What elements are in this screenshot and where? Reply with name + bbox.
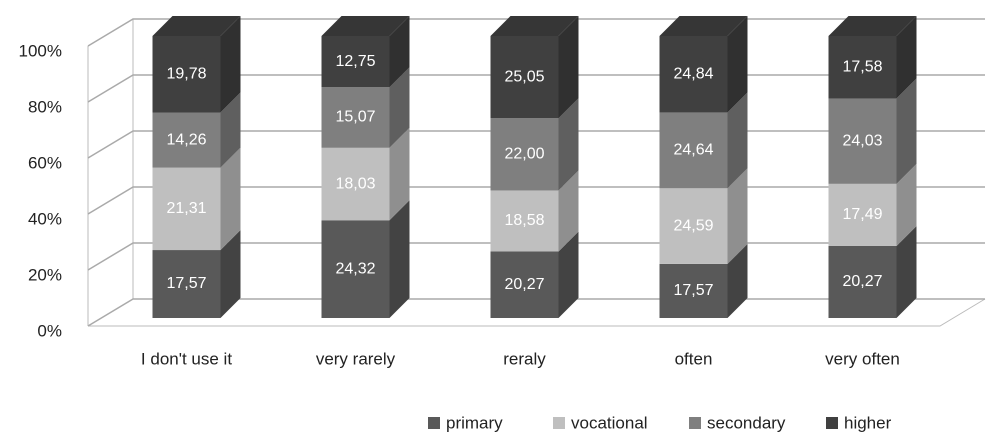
- bar-side: [896, 16, 917, 99]
- bar-segment: [321, 220, 390, 318]
- value-label: 24,64: [673, 142, 713, 159]
- bar-segment: [828, 245, 897, 318]
- bar-segment: [152, 112, 221, 168]
- value-label: 20,27: [842, 273, 882, 290]
- bar-segment: [828, 183, 897, 246]
- value-label: 21,31: [166, 200, 206, 217]
- bar-top: [321, 16, 410, 36]
- floor: [88, 298, 986, 327]
- value-label: 24,03: [842, 132, 882, 149]
- bar-top: [659, 16, 748, 36]
- bar-segment: [490, 118, 559, 191]
- bar-segment: [659, 112, 728, 189]
- bar-segment: [659, 36, 728, 113]
- legend-swatch: [428, 417, 440, 429]
- bar-segment: [152, 250, 221, 318]
- value-label: 17,57: [166, 275, 206, 292]
- x-tick-label: very often: [825, 349, 900, 368]
- bar-segment: [152, 36, 221, 113]
- bar-side: [220, 92, 241, 168]
- bar-segment: [828, 36, 897, 99]
- bar-side: [389, 200, 410, 318]
- bar-side: [389, 67, 410, 148]
- bar-segment: [321, 87, 390, 148]
- legend-label: primary: [446, 413, 503, 432]
- value-label: 22,00: [504, 146, 544, 163]
- legend-label: secondary: [707, 413, 786, 432]
- bar-side: [389, 127, 410, 221]
- x-tick-label: often: [675, 349, 713, 368]
- value-label: 14,26: [166, 131, 206, 148]
- value-label: 12,75: [335, 53, 375, 70]
- bar-segment: [490, 251, 559, 318]
- legend-label: higher: [844, 413, 892, 432]
- bar-side: [558, 231, 579, 318]
- value-label: 18,03: [335, 175, 375, 192]
- y-tick-label: 0%: [37, 321, 62, 340]
- bar-segment: [152, 167, 221, 251]
- bar-side: [389, 16, 410, 88]
- bar-side: [558, 98, 579, 191]
- x-tick-label: very rarely: [316, 349, 396, 368]
- value-label: 17,49: [842, 206, 882, 223]
- value-label: 20,27: [504, 276, 544, 293]
- bar-top: [828, 16, 917, 36]
- value-label: 17,57: [673, 282, 713, 299]
- bar-side: [896, 78, 917, 184]
- value-label: 24,84: [673, 65, 713, 82]
- bar-segment: [321, 147, 390, 221]
- bar-side: [220, 147, 241, 251]
- value-label: 18,58: [504, 212, 544, 229]
- bar-segment: [321, 36, 390, 88]
- bar-segment: [490, 36, 559, 119]
- y-tick-label: 40%: [28, 209, 62, 228]
- bar-segment: [659, 263, 728, 318]
- bar-side: [896, 163, 917, 246]
- value-label: 19,78: [166, 65, 206, 82]
- x-tick-label: reraly: [503, 349, 546, 368]
- bar-side: [727, 16, 748, 113]
- bar-side: [727, 92, 748, 189]
- bar-segment: [659, 188, 728, 264]
- y-tick-label: 100%: [19, 41, 62, 60]
- bar-segment: [490, 190, 559, 252]
- bar-side: [558, 16, 579, 119]
- value-label: 24,32: [335, 260, 375, 277]
- y-tick-label: 60%: [28, 153, 62, 172]
- legend-label: vocational: [571, 413, 648, 432]
- value-label: 24,59: [673, 217, 713, 234]
- bar-segment: [828, 98, 897, 184]
- legend-swatch: [826, 417, 838, 429]
- value-label: 25,05: [504, 68, 544, 85]
- legend-swatch: [553, 417, 565, 429]
- value-label: 17,58: [842, 58, 882, 75]
- y-tick-label: 20%: [28, 265, 62, 284]
- bar-side: [220, 16, 241, 113]
- legend-swatch: [689, 417, 701, 429]
- bar-side: [727, 168, 748, 264]
- x-tick-label: I don't use it: [141, 349, 232, 368]
- bar-side: [896, 225, 917, 318]
- bar-top: [490, 16, 579, 36]
- bar-top: [152, 16, 241, 36]
- bar-side: [220, 230, 241, 318]
- bar-side: [727, 243, 748, 318]
- value-label: 15,07: [335, 109, 375, 126]
- bar-side: [558, 170, 579, 252]
- y-tick-label: 80%: [28, 97, 62, 116]
